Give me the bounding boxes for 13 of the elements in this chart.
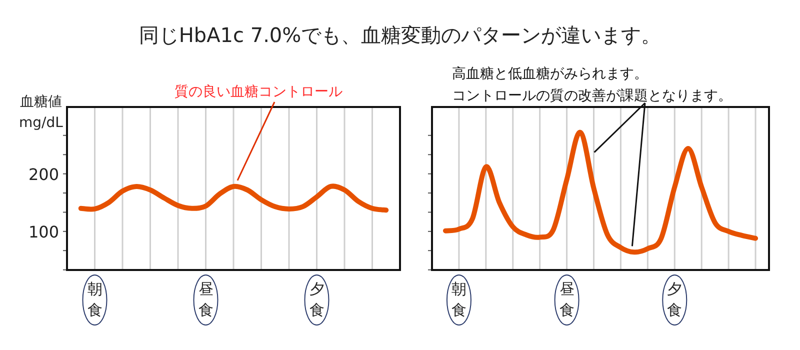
y-tick-label: 100 bbox=[28, 222, 59, 242]
text: コントロールの質の改善が課題となります。 bbox=[452, 87, 732, 104]
chart-title: 同じHbA1c 7.0%でも、血糖変動のパターンが違います。 bbox=[138, 23, 662, 47]
text: 質の良い血糖コントロール bbox=[174, 84, 342, 100]
text: 高血糖と低血糖がみられます。 bbox=[452, 66, 648, 82]
x-tick-label: 夕食 bbox=[667, 280, 682, 319]
x-tick-label: 朝食 bbox=[87, 280, 102, 319]
x-tick-label: 昼食 bbox=[559, 280, 574, 319]
y-axis-title: 血糖値 mg/dL bbox=[19, 94, 64, 131]
y-tick-label: 200 bbox=[28, 164, 59, 184]
x-tick-label: 昼食 bbox=[198, 280, 214, 319]
x-tick-label: 朝食 bbox=[451, 280, 466, 319]
x-tick-label: 夕食 bbox=[309, 280, 324, 319]
